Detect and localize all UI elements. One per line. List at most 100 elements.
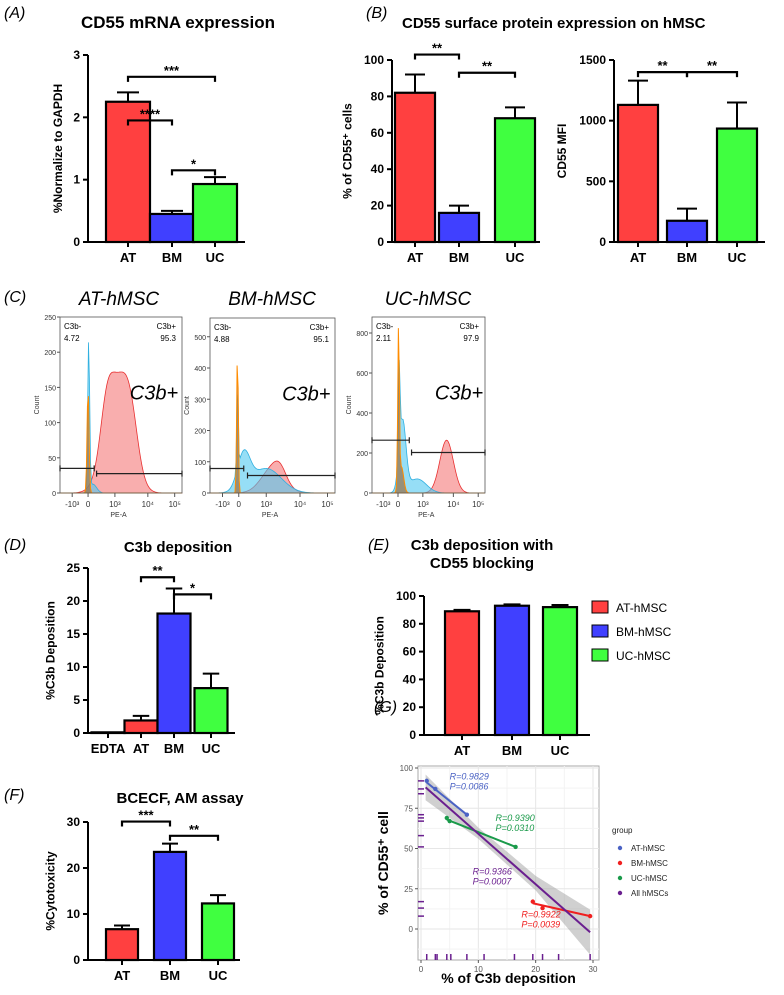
y-tick-label: 3 [73, 48, 80, 62]
gate-c3b-negative [209, 465, 245, 472]
histogram-control [209, 394, 336, 494]
data-point [540, 905, 545, 911]
x-tick-label: AT [133, 741, 149, 756]
bar-chart-A: CD55 mRNA expression 0 1 2 3 %Normalize to GA… [51, 13, 275, 265]
y-tick-label: 1 [73, 173, 80, 187]
bar-BM [148, 212, 196, 244]
y-tick-label: 400 [194, 366, 206, 373]
correlation-p: P=0.0086 [450, 781, 489, 791]
flow-title: BM-hMSC [228, 289, 316, 310]
legend-swatch [591, 648, 609, 662]
y-axis-label: %Cytotoxicity [44, 851, 58, 931]
x-tick-label: 10³ [260, 500, 272, 509]
chart-title: C3b deposition with [411, 537, 554, 554]
x-tick-label: UC [206, 250, 225, 265]
c3b-positive-label: C3b+ [130, 383, 178, 405]
legend-title: group [612, 826, 633, 835]
gate-c3b-positive [410, 449, 486, 456]
significance-bracket [457, 71, 517, 78]
flow-histogram-AT-hMSC: AT-hMSC C3b- 4.72 C3b+ 95.3 C3b+ 0 50 100 150 200 2… [34, 289, 183, 519]
y-tick-label: 150 [44, 385, 56, 392]
y-tick-label: 60 [371, 126, 385, 140]
bar-AT [393, 91, 437, 244]
bar-chart-D: C3b deposition 0 5 10 15 20 25 %C3b Deposition E… [44, 539, 235, 756]
y-tick-label: 500 [194, 335, 206, 342]
y-axis-label: Count [34, 396, 41, 415]
y-tick-label: 10 [67, 660, 81, 674]
bar-BM [493, 604, 531, 737]
y-tick-label: 80 [403, 617, 417, 631]
y-tick-label: 2 [73, 110, 80, 124]
x-tick-label: 0 [396, 500, 401, 509]
legend-label: BM-hMSC [616, 625, 672, 639]
bar-UC [200, 902, 236, 962]
gate-negative-label: C3b- [64, 322, 82, 331]
y-tick-label: 600 [356, 371, 368, 378]
significance-bracket [685, 71, 739, 78]
legend-dot [617, 860, 623, 866]
y-axis-label: Count [346, 396, 353, 415]
flow-title: AT-hMSC [78, 289, 160, 310]
x-tick-label: UC [209, 968, 228, 983]
x-tick-label: 10⁵ [472, 500, 484, 509]
x-tick-label: UC [202, 741, 221, 756]
correlation-r: R=0.9922 [521, 910, 560, 920]
significance-bracket [413, 53, 461, 60]
histogram-isotype [372, 328, 485, 494]
legend-swatch [591, 600, 609, 614]
c3b-positive-label: C3b+ [282, 383, 330, 405]
x-tick-label: 10⁵ [321, 500, 333, 509]
x-axis-label: PE-A [110, 512, 127, 519]
bar-AT [104, 928, 140, 962]
legend-dot [617, 875, 623, 881]
data-point [433, 786, 438, 792]
x-tick-label: 10⁵ [169, 500, 181, 509]
significance-bracket [120, 820, 172, 827]
y-tick-label: 0 [409, 728, 416, 742]
y-tick-label: 400 [356, 411, 368, 418]
gate-c3b-positive [96, 470, 183, 477]
significance-label: ** [189, 822, 200, 837]
y-tick-label: 1500 [579, 53, 606, 67]
y-tick-label: 15 [67, 627, 81, 641]
y-tick-label: 200 [356, 451, 368, 458]
c3b-positive-label: C3b+ [435, 383, 483, 405]
y-tick-label: 0 [73, 726, 80, 740]
y-tick-label: 50 [404, 845, 413, 854]
x-tick-label: BM [502, 743, 522, 758]
x-tick-label: 10³ [417, 500, 429, 509]
legend-label: BM-hMSC [631, 859, 668, 868]
x-tick-label: 10⁴ [447, 500, 460, 509]
x-tick-label: UC [506, 250, 525, 265]
chart-title-line2: CD55 blocking [430, 555, 534, 572]
x-tick-label: 0 [86, 500, 91, 509]
plot-frame [371, 316, 486, 494]
y-tick-label: 100 [364, 53, 384, 67]
x-tick-label: -10³ [215, 500, 230, 509]
x-tick-label: UC [551, 743, 570, 758]
x-tick-label: 0 [237, 500, 242, 509]
data-point [464, 812, 470, 817]
data-point [444, 815, 449, 821]
x-axis-label: % of C3b deposition [441, 970, 576, 986]
y-tick-label: 25 [404, 885, 413, 894]
flow-histogram-UC-hMSC: UC-hMSC C3b- 2.11 C3b+ 97.9 C3b+ 0 200 400 600 800… [346, 289, 486, 519]
y-tick-label: 0 [73, 235, 80, 249]
bar-chart-F: BCECF, AM assay 0 10 20 30 %Cytotoxicity AT BM U… [44, 790, 245, 983]
x-tick-label: 30 [589, 965, 598, 974]
gate-positive-label: C3b+ [310, 323, 330, 332]
significance-label: ** [152, 563, 163, 578]
correlation-r: R=0.9829 [450, 771, 489, 781]
legend-dot [617, 845, 623, 851]
legend-label: AT-hMSC [616, 601, 667, 615]
x-tick-label: 10⁴ [294, 500, 307, 509]
data-point [447, 818, 452, 824]
bar-BM [152, 850, 188, 962]
gate-negative-value: 4.88 [214, 335, 230, 344]
flow-histogram-BM-hMSC: BM-hMSC C3b- 4.88 C3b+ 95.1 C3b+ 0 100 200 300 400… [184, 289, 336, 519]
legend-label: UC-hMSC [616, 649, 671, 663]
fit-line-UC-hMSC [446, 818, 516, 848]
significance-bracket [170, 169, 217, 176]
significance-label: **** [140, 106, 161, 121]
